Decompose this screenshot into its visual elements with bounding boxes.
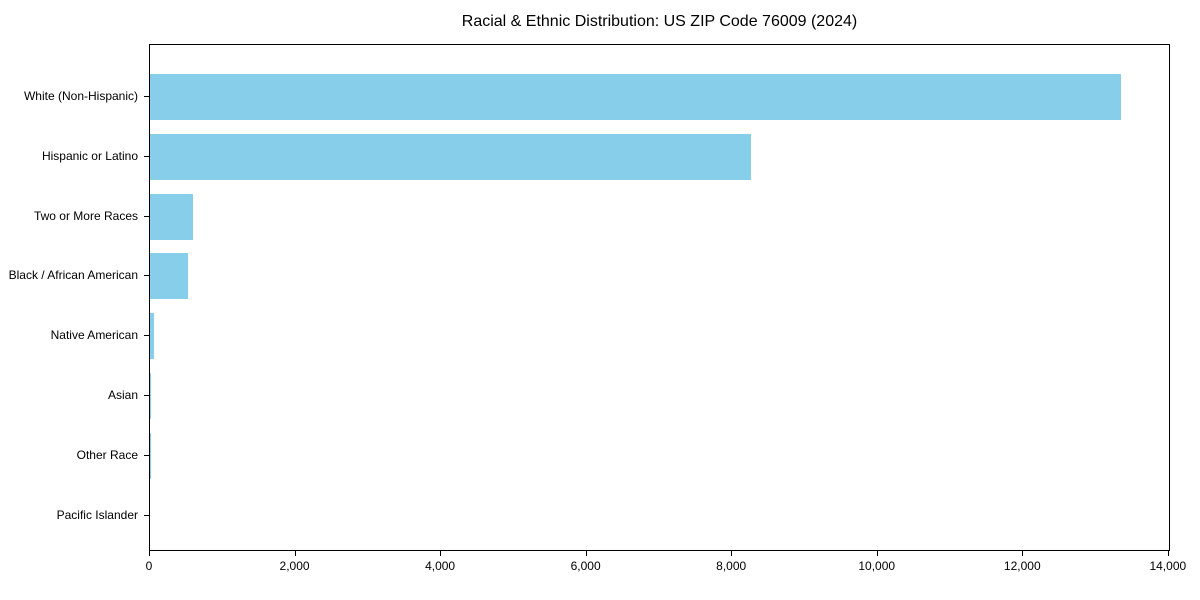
y-axis-label-white-non-hispanic: White (Non-Hispanic) bbox=[23, 89, 138, 103]
y-tick-mark bbox=[144, 215, 149, 217]
y-tick-mark bbox=[144, 155, 149, 157]
x-axis-label-0: 0 bbox=[145, 559, 153, 573]
y-tick-mark bbox=[144, 395, 149, 396]
x-tick-mark bbox=[585, 551, 587, 556]
x-tick-mark bbox=[294, 551, 296, 556]
bar-native-american bbox=[150, 313, 155, 360]
x-axis-label-8000: 8,000 bbox=[716, 559, 747, 573]
chart-title: Racial & Ethnic Distribution: US ZIP Cod… bbox=[461, 13, 858, 30]
bar-hispanic-or-latino bbox=[150, 133, 751, 180]
x-tick-mark bbox=[440, 551, 442, 556]
x-tick-mark bbox=[1022, 551, 1024, 556]
x-axis-label-4000: 4,000 bbox=[425, 559, 456, 573]
x-tick-mark bbox=[149, 551, 150, 556]
bar-white-non-hispanic bbox=[150, 74, 1122, 120]
y-tick-mark bbox=[144, 335, 149, 337]
y-axis-label-other-race: Other Race bbox=[76, 447, 138, 462]
y-axis-label-black-african-american: Black / African American bbox=[8, 268, 138, 283]
y-axis-label-pacific-islander: Pacific Islander bbox=[56, 507, 138, 522]
x-axis-label-12000: 12,000 bbox=[1003, 559, 1041, 573]
x-tick-mark bbox=[731, 551, 733, 556]
x-axis-label-14000: 14,000 bbox=[1149, 559, 1187, 573]
bar-black-african-american bbox=[150, 253, 189, 300]
x-tick-mark bbox=[1167, 551, 1169, 556]
x-axis-label-6000: 6,000 bbox=[570, 559, 601, 573]
y-tick-mark bbox=[144, 275, 149, 277]
plot-area bbox=[149, 44, 1170, 551]
y-axis-label-hispanic-or-latino: Hispanic or Latino bbox=[41, 148, 138, 163]
y-tick-mark bbox=[144, 96, 149, 97]
x-axis-label-2000: 2,000 bbox=[279, 559, 310, 573]
bar-asian bbox=[150, 373, 152, 419]
x-tick-mark bbox=[876, 551, 878, 556]
y-tick-mark bbox=[144, 514, 149, 516]
y-axis-label-native-american: Native American bbox=[50, 328, 138, 343]
x-axis-label-10000: 10,000 bbox=[858, 559, 896, 573]
bar-two-or-more-races bbox=[150, 193, 193, 240]
y-tick-mark bbox=[144, 454, 149, 456]
y-axis-label-two-or-more-races: Two or More Races bbox=[33, 208, 138, 223]
y-axis-label-asian: Asian bbox=[107, 388, 138, 402]
